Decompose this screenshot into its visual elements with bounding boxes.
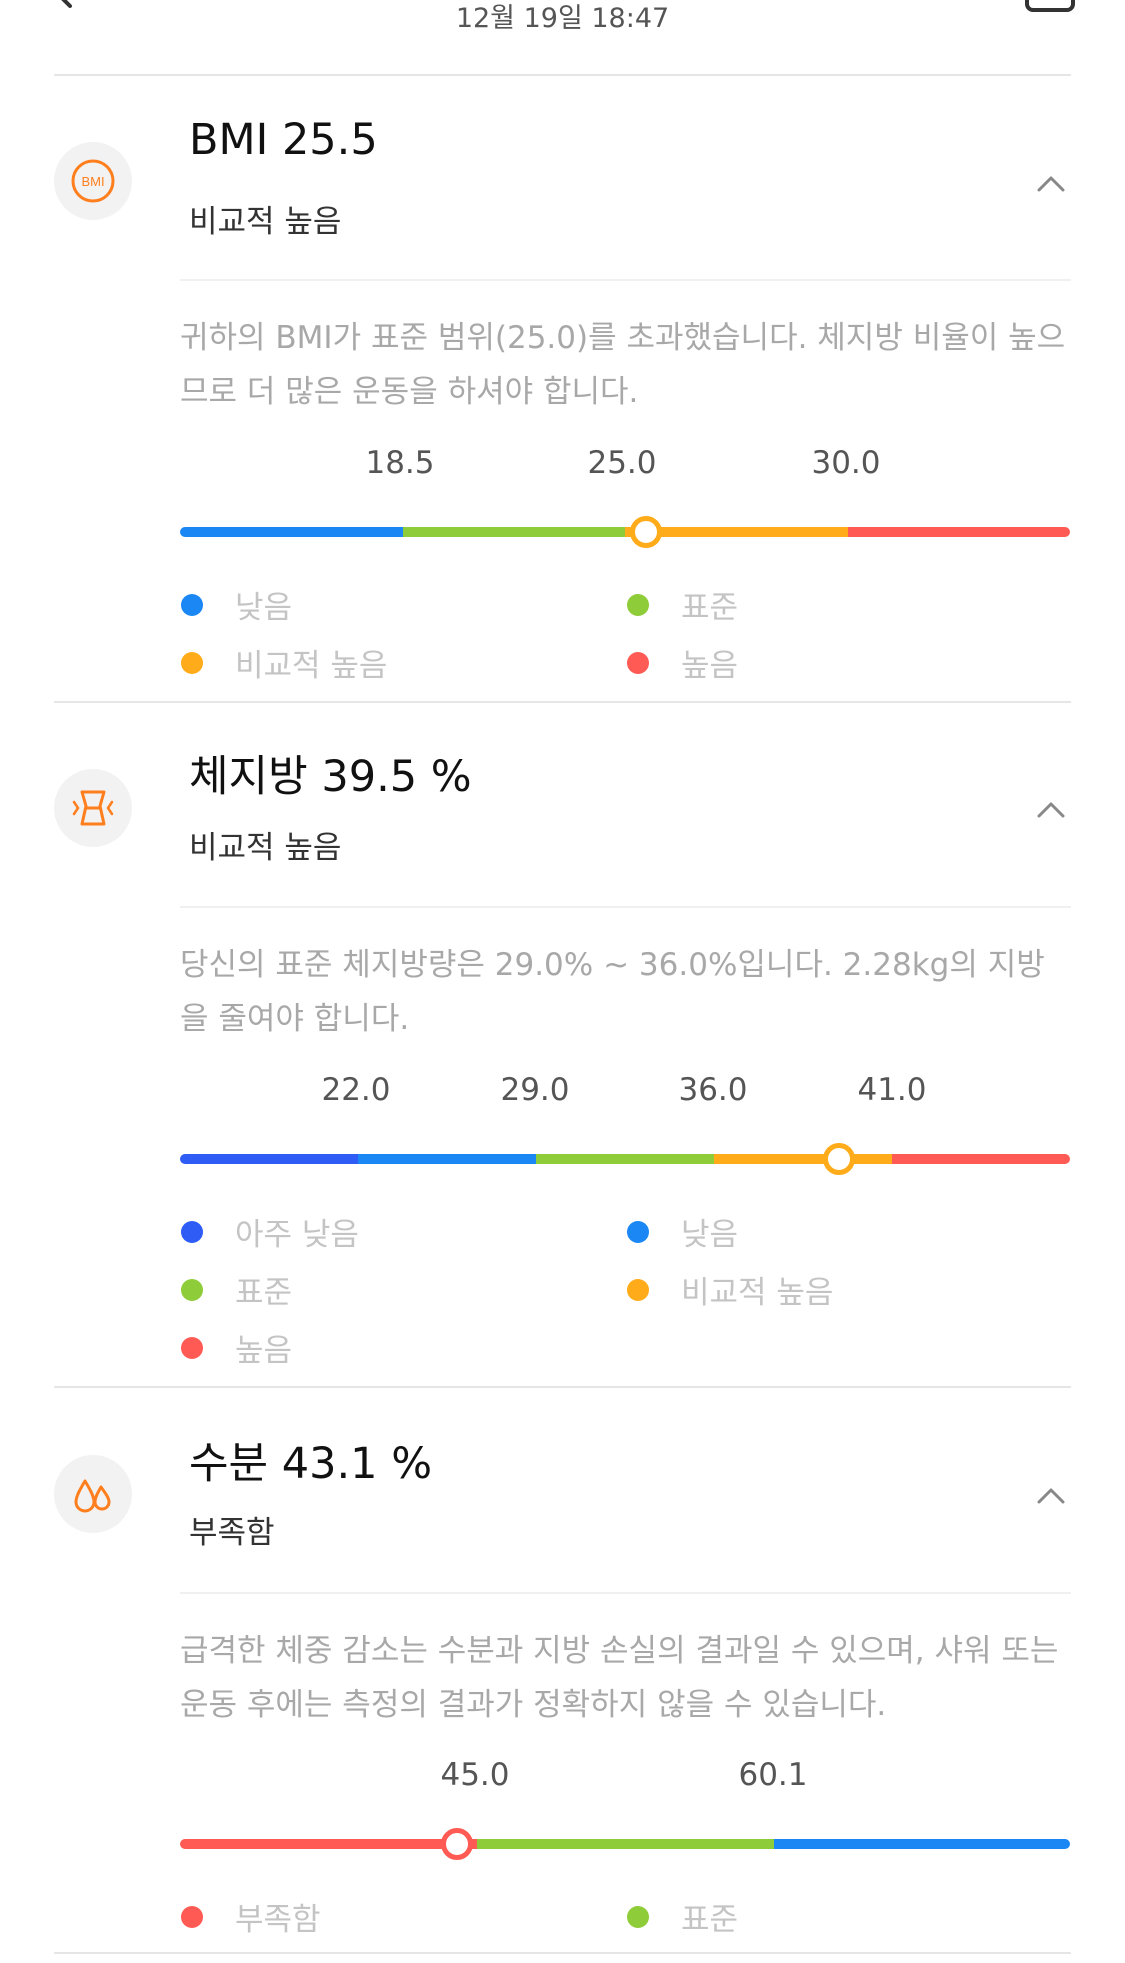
legend-dot	[181, 651, 203, 674]
collapse-chevron-icon[interactable]	[1031, 794, 1071, 822]
water-title: 수분 43.1 %	[189, 1439, 433, 1489]
body-fat-icon	[54, 769, 132, 847]
legend-item: 낮음	[627, 1209, 738, 1254]
legend-dot	[627, 593, 649, 616]
bmi-tick-label: 25.0	[587, 445, 657, 481]
bar-segment-slightly-high	[625, 527, 848, 537]
divider	[54, 74, 1071, 76]
legend-item: 높음	[181, 1325, 292, 1370]
body-fat-title: 체지방 39.5 %	[189, 752, 472, 802]
legend-label: 비교적 높음	[681, 1275, 834, 1311]
bar-segment-standard	[402, 527, 625, 537]
bar-segment-high	[892, 1154, 1070, 1164]
bmi-value-marker	[630, 516, 662, 548]
bmi-range-bar	[180, 527, 1070, 537]
bar-segment-standard	[477, 1839, 774, 1849]
body-fat-value-marker	[823, 1143, 855, 1175]
water-tick-label: 45.0	[440, 1757, 510, 1793]
divider	[180, 279, 1071, 281]
legend-label: 표준	[681, 590, 739, 626]
legend-item: 아주 낮음	[181, 1209, 359, 1254]
legend-label: 낮음	[235, 590, 293, 626]
legend-item: 부족함	[181, 1894, 321, 1939]
legend-item: 높음	[627, 640, 738, 685]
body-fat-tick-label: 41.0	[857, 1072, 927, 1108]
water-description: 급격한 체중 감소는 수분과 지방 손실의 결과일 수 있으며, 샤워 또는 운…	[180, 1633, 1059, 1723]
back-arrow-icon[interactable]	[44, 0, 84, 10]
divider	[180, 1592, 1071, 1594]
water-tick-label: 60.1	[738, 1757, 808, 1793]
divider	[180, 906, 1071, 908]
bar-segment-insufficient	[180, 1839, 478, 1849]
divider	[54, 1952, 1071, 1954]
legend-dot	[627, 651, 649, 674]
water-value-marker	[441, 1828, 473, 1860]
legend-label: 높음	[235, 1333, 293, 1369]
body-fat-range-bar	[180, 1154, 1070, 1164]
legend-dot	[181, 1278, 203, 1301]
divider	[54, 701, 1071, 703]
bmi-tick-label: 30.0	[811, 445, 881, 481]
water-drop-icon	[54, 1455, 132, 1533]
legend-dot	[181, 1336, 203, 1359]
bar-segment-high	[847, 527, 1070, 537]
legend-label: 아주 낮음	[235, 1217, 359, 1253]
bar-segment-slightly-high	[714, 1154, 892, 1164]
legend-dot	[181, 1220, 203, 1243]
legend-item: 낮음	[181, 582, 292, 627]
svg-text:BMI: BMI	[81, 174, 104, 189]
legend-dot	[627, 1278, 649, 1301]
bmi-description: 귀하의 BMI가 표준 범위(25.0)를 초과했습니다. 체지방 비율이 높으…	[180, 320, 1066, 410]
legend-label: 부족함	[235, 1902, 321, 1938]
bmi-tick-label: 18.5	[365, 445, 435, 481]
legend-dot	[181, 593, 203, 616]
bmi-title: BMI 25.5	[189, 115, 378, 165]
bmi-status: 비교적 높음	[189, 204, 342, 240]
legend-dot	[627, 1220, 649, 1243]
legend-label: 표준	[681, 1902, 739, 1938]
body-fat-tick-label: 36.0	[678, 1072, 748, 1108]
legend-label: 낮음	[681, 1217, 739, 1253]
share-icon[interactable]	[1025, 0, 1075, 12]
legend-item: 표준	[627, 582, 738, 627]
bar-segment-low	[358, 1154, 536, 1164]
body-fat-description: 당신의 표준 체지방량은 29.0% ~ 36.0%입니다. 2.28kg의 지…	[180, 947, 1045, 1037]
legend-item: 표준	[181, 1267, 292, 1312]
legend-dot	[627, 1905, 649, 1928]
legend-label: 표준	[235, 1275, 293, 1311]
collapse-chevron-icon[interactable]	[1031, 1480, 1071, 1508]
measurement-datetime: 12월 19일 18:47	[455, 3, 670, 34]
bar-segment-high	[773, 1839, 1070, 1849]
body-fat-tick-label: 29.0	[500, 1072, 570, 1108]
legend-item: 비교적 높음	[627, 1267, 833, 1312]
body-fat-status: 비교적 높음	[189, 830, 342, 866]
body-fat-tick-label: 22.0	[321, 1072, 391, 1108]
bar-segment-low	[180, 527, 403, 537]
collapse-chevron-icon[interactable]	[1031, 168, 1071, 196]
water-range-bar	[180, 1839, 1070, 1849]
bar-segment-very-low	[180, 1154, 358, 1164]
divider	[54, 1386, 1071, 1388]
legend-item: 표준	[627, 1894, 738, 1939]
legend-label: 비교적 높음	[235, 648, 388, 684]
legend-dot	[181, 1905, 203, 1928]
legend-label: 높음	[681, 648, 739, 684]
bmi-icon: BMI	[54, 142, 132, 220]
water-status: 부족함	[189, 1515, 275, 1551]
legend-item: 비교적 높음	[181, 640, 387, 685]
bar-segment-standard	[536, 1154, 714, 1164]
